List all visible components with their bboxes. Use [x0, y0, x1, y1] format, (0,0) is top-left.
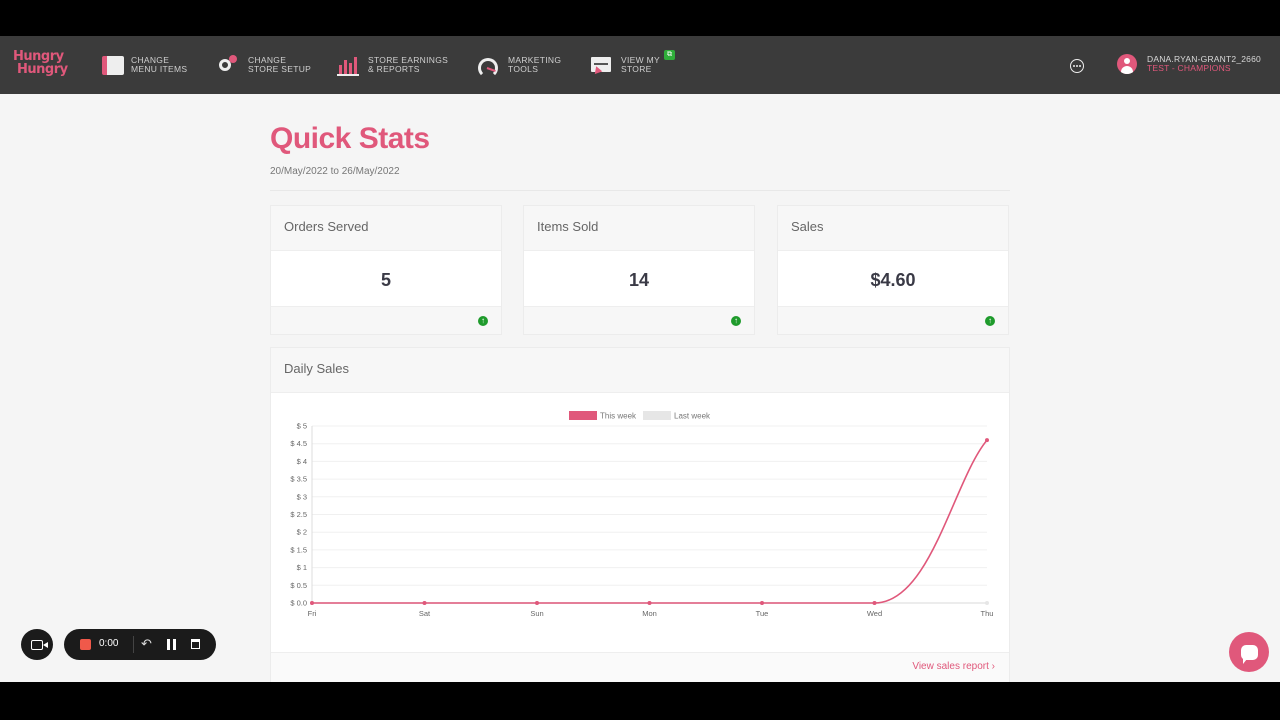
nav-label-line2: STORE SETUP	[248, 64, 312, 74]
nav-label-line1: VIEW MY	[621, 55, 660, 65]
data-point	[310, 601, 314, 605]
data-point	[985, 601, 989, 605]
data-point	[985, 438, 989, 443]
stop-recording-button[interactable]	[80, 639, 91, 650]
video-camera-icon	[31, 639, 48, 650]
legend-swatch	[569, 411, 597, 420]
stat-label: Sales	[778, 206, 1008, 251]
chevron-right-icon: ›	[991, 661, 995, 672]
restart-recording-button[interactable]: ↶	[141, 636, 152, 651]
x-tick-label: Thu	[981, 609, 994, 618]
gauge-icon	[477, 54, 501, 78]
screen-letterbox-top	[0, 0, 1280, 36]
stat-card-orders-served: Orders Served 5 ↑	[270, 205, 502, 335]
y-tick-label: $ 0.5	[290, 581, 307, 590]
more-options-button[interactable]	[1070, 59, 1084, 73]
menu-book-icon	[102, 55, 124, 75]
external-link-icon[interactable]: ⧉	[664, 50, 675, 60]
view-sales-report-label: View sales report	[912, 661, 989, 672]
nav-change-store-setup[interactable]: CHANGE STORE SETUP	[217, 50, 311, 80]
arrow-up-icon: ↑	[985, 316, 995, 326]
hungry-hungry-logo[interactable]: Hungry Hungry	[13, 50, 69, 82]
data-point	[422, 601, 427, 605]
delete-recording-button[interactable]	[191, 639, 200, 649]
recording-controls: 0:00 ↶	[64, 629, 216, 660]
divider	[270, 190, 1010, 191]
nav-label-line2: TOOLS	[508, 64, 539, 74]
screen-letterbox-bottom	[0, 682, 1280, 720]
nav-marketing-tools[interactable]: MARKETING TOOLS	[477, 50, 561, 80]
nav-label-line1: MARKETING	[508, 55, 562, 65]
nav-label-line2: STORE	[621, 64, 652, 74]
data-point	[760, 601, 764, 605]
gear-icon	[217, 54, 241, 76]
y-tick-label: $ 1	[297, 563, 307, 572]
x-tick-label: Fri	[308, 609, 317, 618]
nav-label-line2: MENU ITEMS	[131, 64, 188, 74]
page-title: Quick Stats	[270, 122, 430, 155]
nav-label-line2: & REPORTS	[368, 64, 420, 74]
live-chat-button[interactable]	[1229, 632, 1269, 672]
stat-value: 5	[380, 269, 391, 290]
user-avatar-icon[interactable]	[1117, 54, 1137, 74]
y-tick-label: $ 3.5	[290, 475, 307, 484]
logo-line-2: Hungry	[17, 62, 68, 77]
y-tick-label: $ 0.0	[290, 599, 307, 608]
stat-label: Items Sold	[524, 206, 754, 251]
stat-label: Orders Served	[271, 206, 501, 251]
stat-value: $4.60	[870, 269, 916, 290]
nav-label-line1: CHANGE	[248, 55, 287, 65]
arrow-up-icon: ↑	[478, 316, 488, 326]
top-navbar: Hungry Hungry CHANGE MENU ITEMS CHANGE STO…	[0, 36, 1280, 95]
recording-timer: 0:00	[99, 638, 119, 649]
divider	[133, 636, 134, 653]
data-point	[535, 601, 539, 605]
y-tick-label: $ 1.5	[290, 545, 307, 554]
series-line	[312, 439, 988, 604]
daily-sales-title: Daily Sales	[271, 348, 1009, 393]
main-content: Quick Stats 20/May/2022 to 26/May/2022 O…	[0, 94, 1280, 682]
nav-view-my-store[interactable]: VIEW MY STORE	[590, 50, 660, 80]
stat-card-items-sold: Items Sold 14 ↑	[523, 205, 755, 335]
y-tick-label: $ 4.5	[290, 439, 307, 448]
bar-chart-icon	[337, 54, 361, 76]
y-tick-label: $ 2	[297, 528, 307, 537]
user-name: DANA.RYAN-GRANT2_2660	[1147, 54, 1261, 64]
data-point	[647, 601, 652, 605]
nav-store-earnings-reports[interactable]: STORE EARNINGS & REPORTS	[337, 50, 448, 80]
user-store-role: TEST - CHAMPIONS	[1147, 63, 1231, 73]
nav-change-menu-items[interactable]: CHANGE MENU ITEMS	[102, 50, 187, 80]
date-range: 20/May/2022 to 26/May/2022	[270, 166, 400, 177]
view-sales-report-link[interactable]: View sales report ›	[912, 661, 995, 672]
y-tick-label: $ 5	[297, 422, 307, 431]
data-point	[872, 601, 877, 605]
legend-label: Last week	[674, 412, 711, 421]
logo-line-1: Hungry	[13, 49, 64, 64]
monitor-icon	[590, 54, 614, 77]
x-tick-label: Sat	[419, 609, 431, 618]
legend-swatch	[643, 411, 671, 420]
daily-sales-chart: $ 0.0 $ 0.5 $ 1 $ 1.5 $ 2 $ 2.5 $ 3 $ 3.5 $ 4 $ 4…	[290, 411, 994, 618]
x-tick-label: Tue	[756, 609, 769, 618]
camera-toggle-button[interactable]	[21, 629, 53, 660]
x-tick-label: Sun	[530, 609, 543, 618]
stat-card-sales: Sales $4.60 ↑	[777, 205, 1009, 335]
chat-bubble-icon	[1240, 644, 1258, 664]
stat-value: 14	[628, 269, 650, 290]
pause-recording-button[interactable]	[167, 639, 176, 650]
legend-label: This week	[600, 412, 637, 421]
x-tick-label: Mon	[642, 609, 657, 618]
daily-sales-card: Daily Sales $ 0.0 $ 0.5 $ 1 $ 1.5 $ 2 $ 2.5 $ …	[270, 347, 1010, 682]
arrow-up-icon: ↑	[731, 316, 741, 326]
y-tick-label: $ 2.5	[290, 510, 307, 519]
user-account-menu[interactable]: DANA.RYAN-GRANT2_2660 TEST - CHAMPIONS	[1147, 55, 1261, 73]
x-tick-label: Wed	[867, 609, 882, 618]
nav-label-line1: STORE EARNINGS	[368, 55, 449, 65]
y-tick-label: $ 3	[297, 492, 307, 501]
y-tick-label: $ 4	[297, 457, 307, 466]
nav-label-line1: CHANGE	[131, 55, 170, 65]
